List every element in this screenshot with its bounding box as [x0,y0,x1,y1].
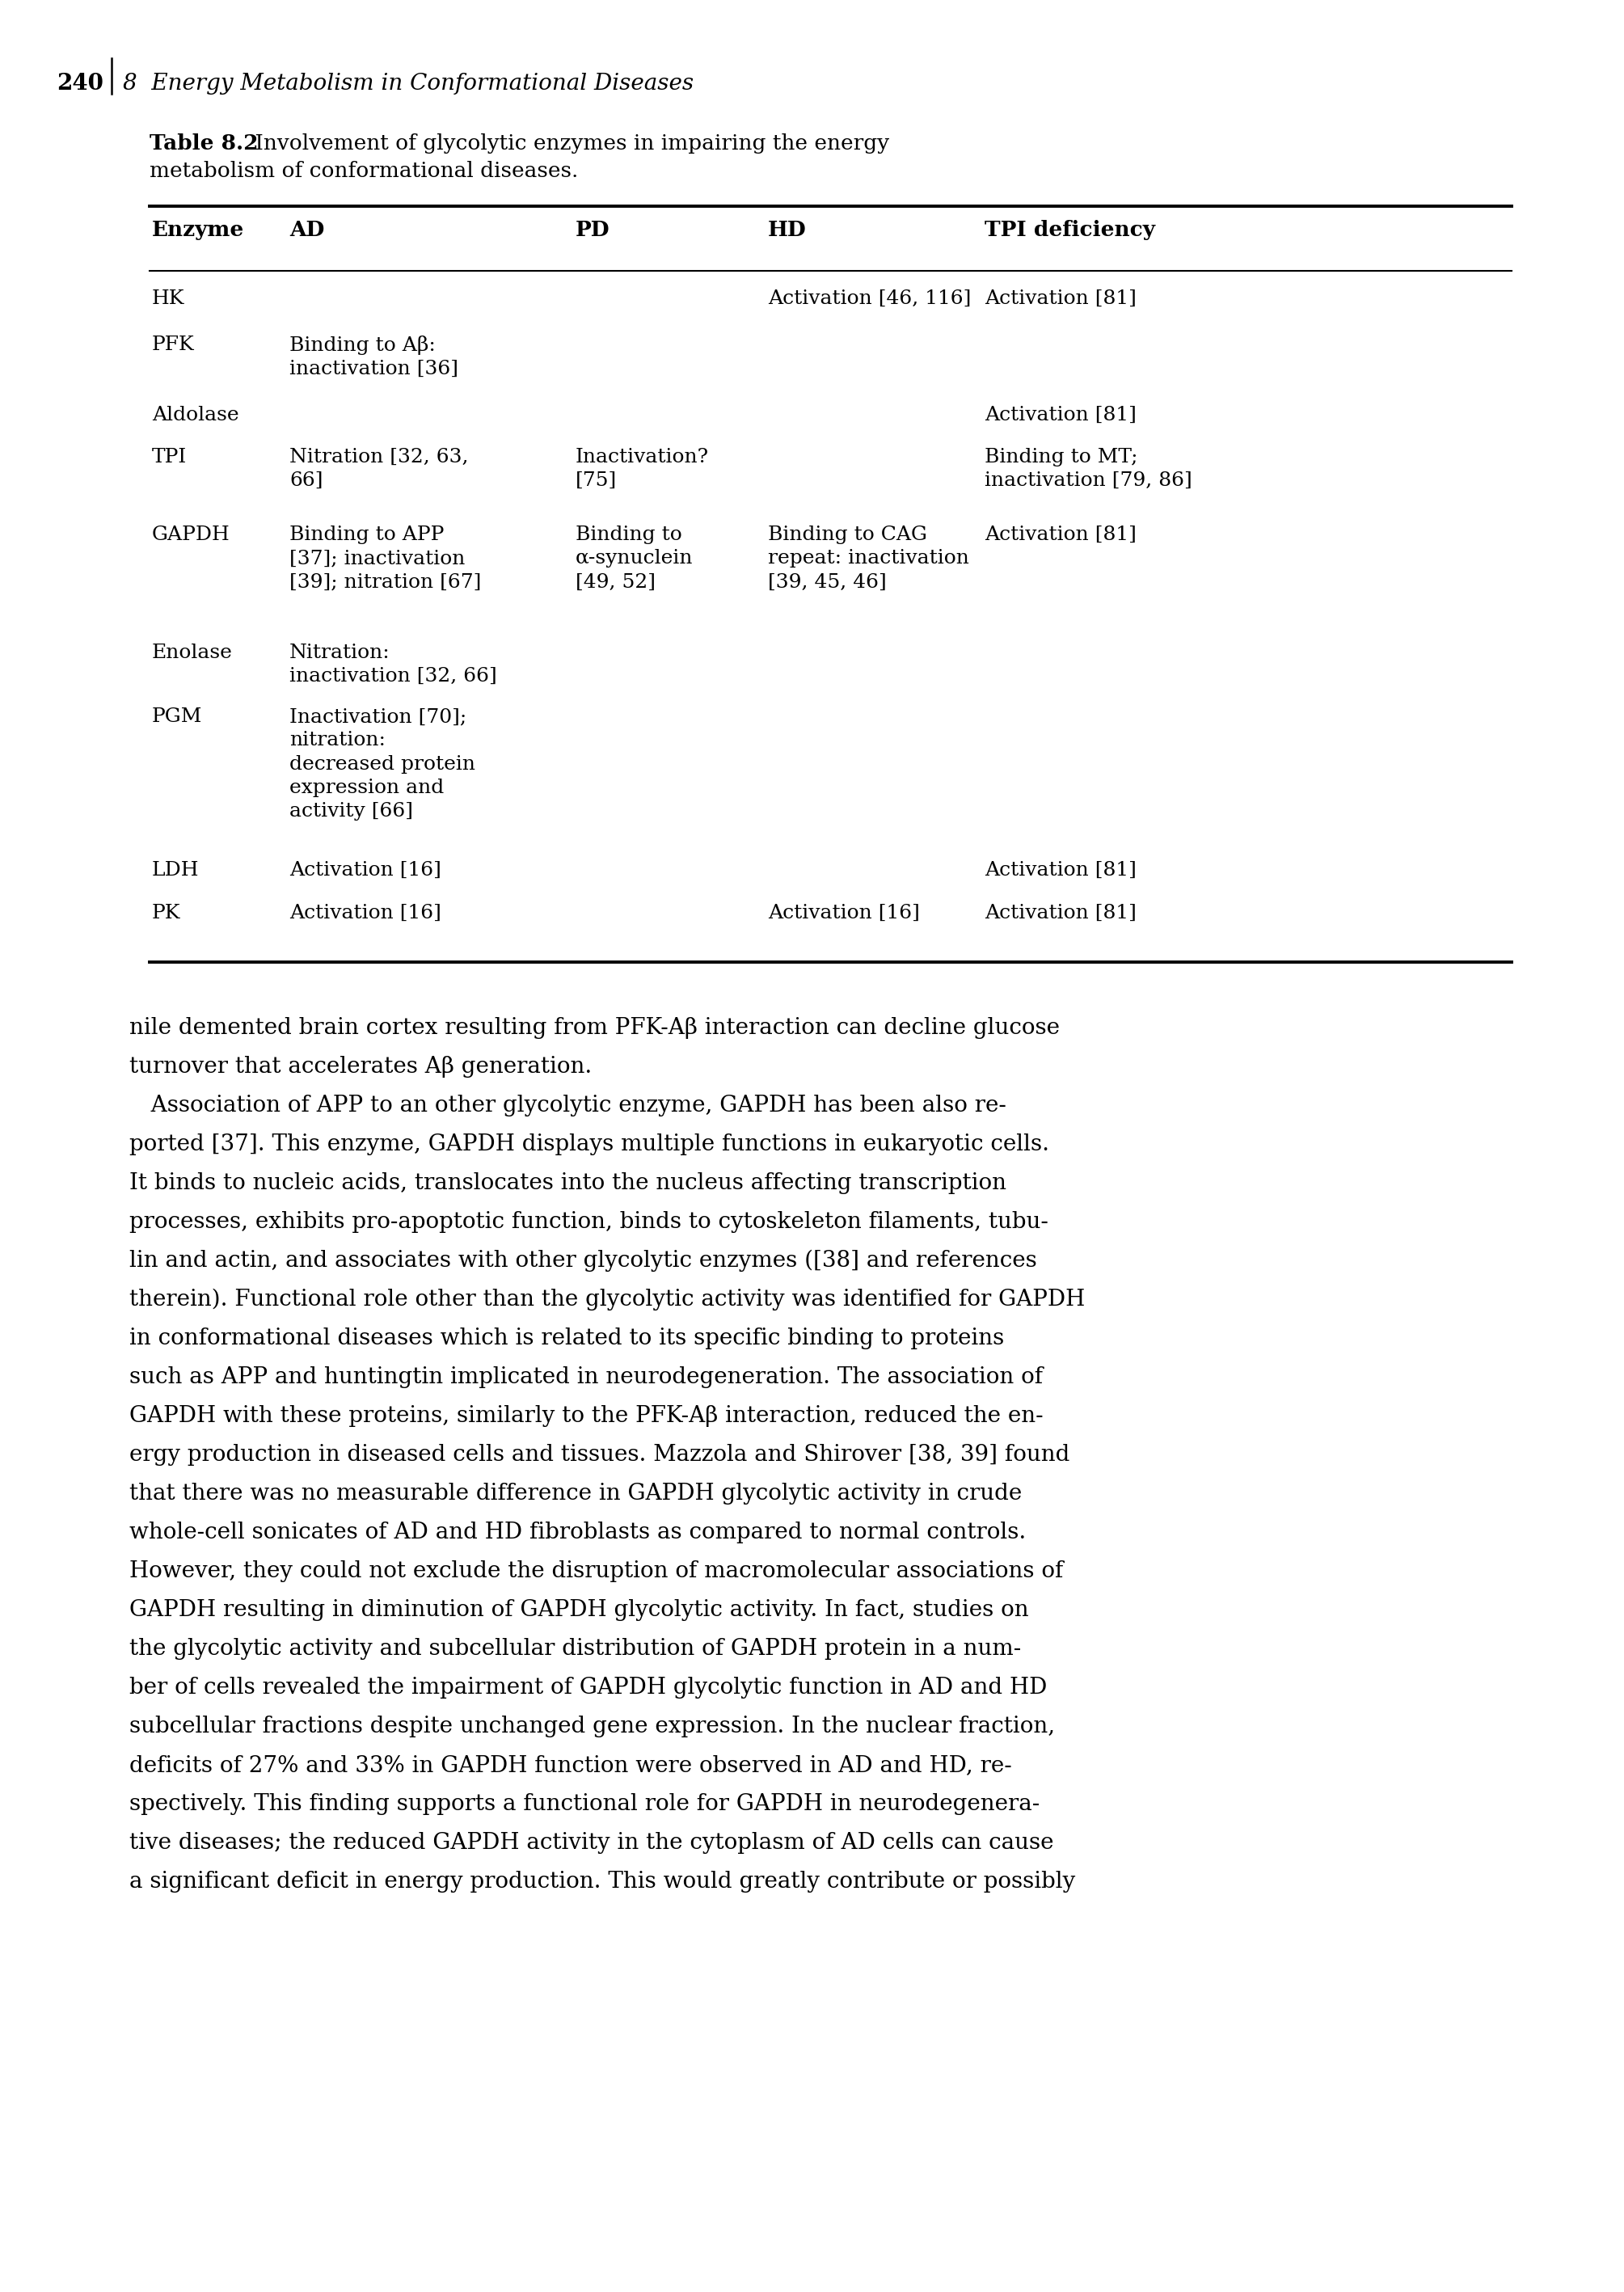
Text: Enzyme: Enzyme [153,220,244,241]
Text: PK: PK [153,903,180,921]
Text: Binding to Aβ:
inactivation [36]: Binding to Aβ: inactivation [36] [289,335,458,378]
Text: GAPDH with these proteins, similarly to the PFK-Aβ interaction, reduced the en-: GAPDH with these proteins, similarly to … [130,1405,1043,1428]
Text: ergy production in diseased cells and tissues. Mazzola and Shirover [38, 39] fou: ergy production in diseased cells and ti… [130,1444,1070,1467]
Text: Inactivation [70];
nitration:
decreased protein
expression and
activity [66]: Inactivation [70]; nitration: decreased … [289,708,476,821]
Text: ported [37]. This enzyme, GAPDH displays multiple functions in eukaryotic cells.: ported [37]. This enzyme, GAPDH displays… [130,1135,1049,1155]
Text: the glycolytic activity and subcellular distribution of GAPDH protein in a num-: the glycolytic activity and subcellular … [130,1639,1021,1659]
Text: such as APP and huntingtin implicated in neurodegeneration. The association of: such as APP and huntingtin implicated in… [130,1366,1043,1389]
Text: Binding to CAG
repeat: inactivation
[39, 45, 46]: Binding to CAG repeat: inactivation [39,… [768,525,970,591]
Text: Activation [81]: Activation [81] [984,525,1137,543]
Text: PGM: PGM [153,708,203,727]
Text: HD: HD [768,220,807,241]
Text: Aldolase: Aldolase [153,406,239,424]
Text: spectively. This finding supports a functional role for GAPDH in neurodegenera-: spectively. This finding supports a func… [130,1792,1039,1815]
Text: Activation [81]: Activation [81] [984,289,1137,307]
Text: Binding to MT;
inactivation [79, 86]: Binding to MT; inactivation [79, 86] [984,447,1192,490]
Text: Table 8.2: Table 8.2 [149,133,258,154]
Text: Activation [46, 116]: Activation [46, 116] [768,289,971,307]
Text: Nitration:
inactivation [32, 66]: Nitration: inactivation [32, 66] [289,644,497,685]
Text: turnover that accelerates Aβ generation.: turnover that accelerates Aβ generation. [130,1057,591,1077]
Text: Binding to APP
[37]; inactivation
[39]; nitration [67]: Binding to APP [37]; inactivation [39]; … [289,525,481,591]
Text: Activation [81]: Activation [81] [984,903,1137,921]
Text: Inactivation?
[75]: Inactivation? [75] [575,447,710,490]
Text: LDH: LDH [153,862,200,880]
Text: ber of cells revealed the impairment of GAPDH glycolytic function in AD and HD: ber of cells revealed the impairment of … [130,1678,1047,1698]
Text: Activation [81]: Activation [81] [984,862,1137,880]
Text: Nitration [32, 63,
66]: Nitration [32, 63, 66] [289,447,468,490]
Text: However, they could not exclude the disruption of macromolecular associations of: However, they could not exclude the disr… [130,1561,1064,1581]
Text: a significant deficit in energy production. This would greatly contribute or pos: a significant deficit in energy producti… [130,1870,1075,1893]
Text: GAPDH resulting in diminution of GAPDH glycolytic activity. In fact, studies on: GAPDH resulting in diminution of GAPDH g… [130,1600,1028,1620]
Text: GAPDH: GAPDH [153,525,231,543]
Text: It binds to nucleic acids, translocates into the nucleus affecting transcription: It binds to nucleic acids, translocates … [130,1171,1007,1194]
Text: whole-cell sonicates of AD and HD fibroblasts as compared to normal controls.: whole-cell sonicates of AD and HD fibrob… [130,1522,1026,1543]
Text: therein). Functional role other than the glycolytic activity was identified for : therein). Functional role other than the… [130,1288,1085,1311]
Text: PFK: PFK [153,335,195,353]
Text: 240: 240 [57,73,104,94]
Text: processes, exhibits pro-apoptotic function, binds to cytoskeleton filaments, tub: processes, exhibits pro-apoptotic functi… [130,1210,1049,1233]
Text: TPI: TPI [153,447,187,468]
Text: 8  Energy Metabolism in Conformational Diseases: 8 Energy Metabolism in Conformational Di… [123,73,693,94]
Text: tive diseases; the reduced GAPDH activity in the cytoplasm of AD cells can cause: tive diseases; the reduced GAPDH activit… [130,1831,1054,1854]
Text: Involvement of glycolytic enzymes in impairing the energy: Involvement of glycolytic enzymes in imp… [248,133,890,154]
Text: Activation [16]: Activation [16] [768,903,919,921]
Text: lin and actin, and associates with other glycolytic enzymes ([38] and references: lin and actin, and associates with other… [130,1249,1038,1272]
Text: HK: HK [153,289,185,307]
Text: that there was no measurable difference in GAPDH glycolytic activity in crude: that there was no measurable difference … [130,1483,1021,1504]
Text: deficits of 27% and 33% in GAPDH function were observed in AD and HD, re-: deficits of 27% and 33% in GAPDH functio… [130,1753,1012,1776]
Text: in conformational diseases which is related to its specific binding to proteins: in conformational diseases which is rela… [130,1327,1004,1350]
Text: TPI deficiency: TPI deficiency [984,220,1155,241]
Text: subcellular fractions despite unchanged gene expression. In the nuclear fraction: subcellular fractions despite unchanged … [130,1717,1056,1737]
Text: Activation [16]: Activation [16] [289,903,442,921]
Text: nile demented brain cortex resulting from PFK-Aβ interaction can decline glucose: nile demented brain cortex resulting fro… [130,1018,1060,1038]
Text: metabolism of conformational diseases.: metabolism of conformational diseases. [149,160,578,181]
Text: Activation [81]: Activation [81] [984,406,1137,424]
Text: PD: PD [575,220,611,241]
Text: Binding to
α-synuclein
[49, 52]: Binding to α-synuclein [49, 52] [575,525,693,591]
Text: Association of APP to an other glycolytic enzyme, GAPDH has been also re-: Association of APP to an other glycolyti… [130,1096,1007,1116]
Text: AD: AD [289,220,325,241]
Text: Enolase: Enolase [153,644,232,662]
Text: Activation [16]: Activation [16] [289,862,442,880]
